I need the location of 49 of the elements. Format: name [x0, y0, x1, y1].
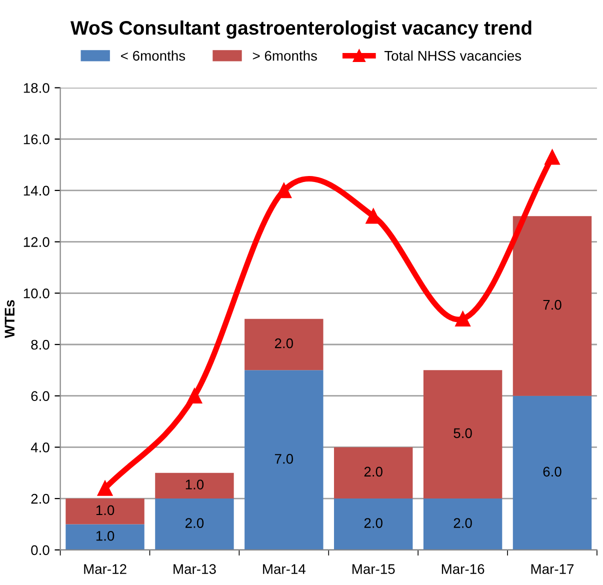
- legend-label: Total NHSS vacancies: [384, 50, 522, 61]
- data-label: 1.0: [96, 530, 114, 541]
- x-tick-label: Mar-12: [84, 564, 126, 574]
- data-label: 7.0: [543, 300, 562, 310]
- point: [455, 311, 470, 326]
- x-tick-label: Mar-15: [352, 564, 395, 574]
- y-tick-label: 14.0: [24, 186, 50, 196]
- point: [186, 388, 202, 404]
- bar: [334, 447, 413, 499]
- bar: [244, 318, 324, 370]
- x-tick-label: Mar-17: [531, 564, 574, 574]
- data-label: 2.0: [364, 518, 382, 528]
- y-tick-label: 12.0: [24, 237, 50, 247]
- data-label: 1.0: [96, 505, 114, 516]
- y-tick-label: 8.0: [31, 340, 50, 350]
- y-tick-label: 18.0: [24, 83, 50, 93]
- y-tick-label: 16.0: [24, 134, 50, 144]
- bar: [512, 396, 592, 550]
- data-label: 2.0: [454, 518, 472, 528]
- y-tick-label: 0.0: [31, 545, 50, 556]
- data-label: 2.0: [274, 338, 294, 348]
- data-label: 6.0: [543, 466, 562, 477]
- x-tick-label: Mar-14: [263, 564, 306, 574]
- x-tick-label: Mar-13: [174, 564, 216, 574]
- bar: [244, 370, 324, 550]
- legend-label: > 6months: [252, 50, 317, 61]
- y-tick-label: 4.0: [30, 442, 50, 452]
- chart-title: WoS Consultant gastroenterologist vacancy trend: [70, 20, 532, 39]
- y-tick-label: 2.0: [31, 494, 50, 504]
- bar: [66, 498, 144, 524]
- y-axis-title: WTEs: [4, 300, 15, 338]
- point: [544, 149, 560, 165]
- bar: [66, 524, 144, 550]
- data-label: 5.0: [454, 428, 472, 438]
- y-tick-label: 10.0: [24, 288, 50, 298]
- data-label: 2.0: [364, 466, 382, 477]
- data-label: 7.0: [274, 454, 294, 464]
- bar: [155, 472, 234, 499]
- x-tick-label: Mar-16: [442, 564, 484, 574]
- bar: [423, 370, 502, 499]
- bar: [334, 498, 413, 550]
- legend-label: < 6months: [121, 50, 186, 61]
- data-label: 1.0: [186, 480, 204, 490]
- point: [97, 480, 113, 496]
- bar: [423, 498, 502, 550]
- y-tick-label: 6.0: [31, 391, 50, 402]
- data-label: 2.0: [186, 518, 204, 528]
- bar: [512, 216, 592, 396]
- bar: [155, 498, 234, 550]
